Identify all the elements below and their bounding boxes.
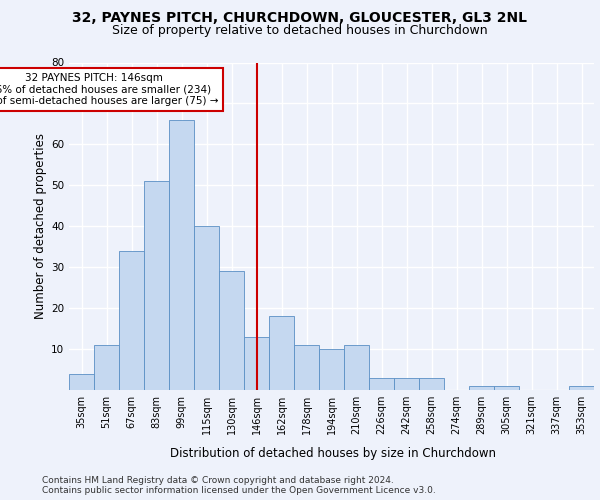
Text: Size of property relative to detached houses in Churchdown: Size of property relative to detached ho… [112,24,488,37]
Bar [169,120,194,390]
Text: Contains HM Land Registry data © Crown copyright and database right 2024.: Contains HM Land Registry data © Crown c… [42,476,394,485]
Bar [194,226,219,390]
Bar [119,251,144,390]
Bar [369,378,394,390]
Text: 32, PAYNES PITCH, CHURCHDOWN, GLOUCESTER, GL3 2NL: 32, PAYNES PITCH, CHURCHDOWN, GLOUCESTER… [73,11,527,25]
Y-axis label: Number of detached properties: Number of detached properties [34,133,47,320]
Text: 32 PAYNES PITCH: 146sqm
← 76% of detached houses are smaller (234)
24% of semi-d: 32 PAYNES PITCH: 146sqm ← 76% of detache… [0,72,218,106]
Bar [344,345,369,390]
Bar [494,386,519,390]
Bar [269,316,294,390]
Bar [244,337,269,390]
Bar [319,349,344,390]
Bar [219,272,244,390]
Text: Distribution of detached houses by size in Churchdown: Distribution of detached houses by size … [170,448,496,460]
Bar [144,181,169,390]
Bar [569,386,594,390]
Bar [94,345,119,390]
Text: Contains public sector information licensed under the Open Government Licence v3: Contains public sector information licen… [42,486,436,495]
Bar [294,345,319,390]
Bar [394,378,419,390]
Bar [469,386,494,390]
Bar [419,378,444,390]
Bar [69,374,94,390]
